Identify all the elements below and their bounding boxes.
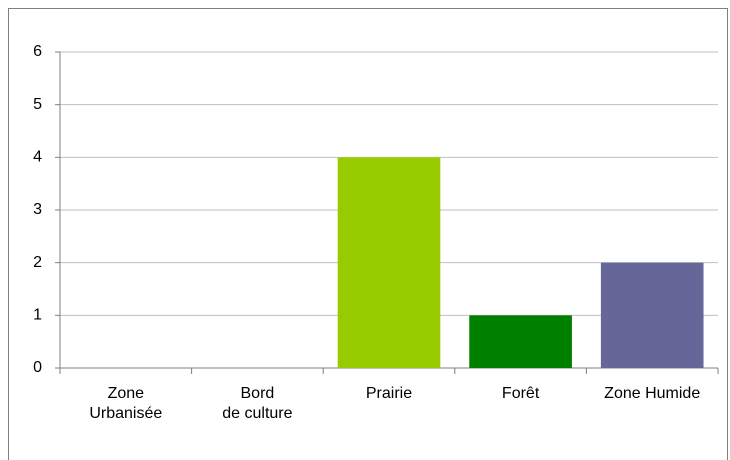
x-tick-label: Forêt — [502, 385, 540, 402]
bar — [600, 262, 704, 368]
y-tick-label: 6 — [33, 43, 42, 60]
y-tick-label: 5 — [33, 96, 42, 113]
y-tick-label: 2 — [33, 254, 42, 271]
bar — [469, 315, 572, 368]
x-tick-label: Zone Humide — [604, 385, 700, 402]
x-tick-label: Bord de culture — [222, 385, 292, 422]
x-tick-label: Zone Urbanisée — [89, 385, 162, 422]
y-tick-label: 1 — [33, 307, 42, 324]
y-tick-label: 0 — [33, 359, 42, 376]
x-tick-label: Prairie — [366, 385, 412, 402]
y-tick-label: 3 — [33, 201, 42, 218]
bar — [337, 157, 441, 368]
y-tick-label: 4 — [33, 149, 42, 166]
